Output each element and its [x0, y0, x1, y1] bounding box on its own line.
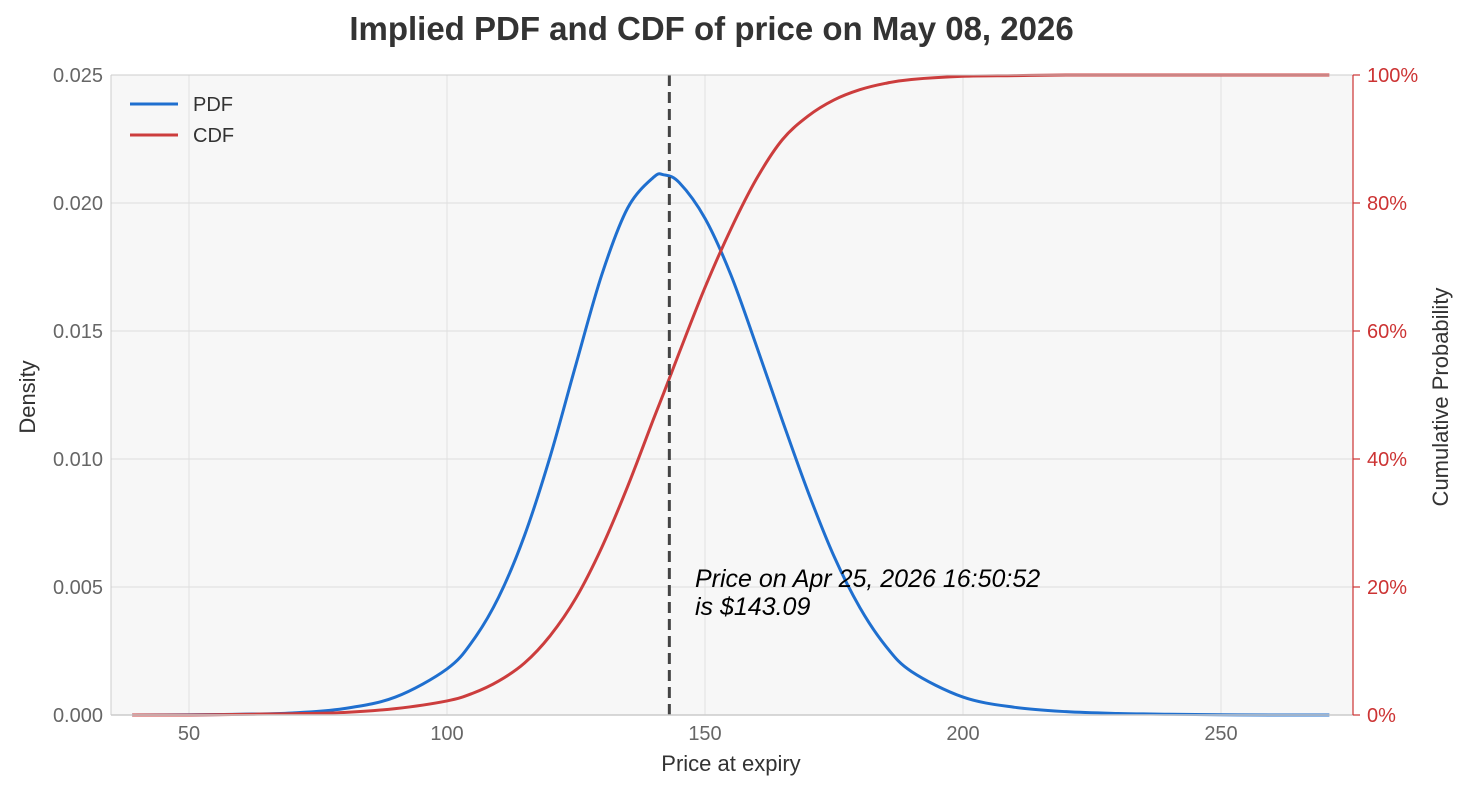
x-axis-ticks: 50 100 150 200 250: [178, 723, 1238, 745]
plot-area: [111, 75, 1353, 715]
annotation-line-1: Price on Apr 25, 2026 16:50:52: [695, 565, 1040, 593]
y-right-tick-label: 40%: [1367, 449, 1407, 471]
y-right-tick-label: 60%: [1367, 321, 1407, 343]
y-right-tick-label: 100%: [1367, 65, 1418, 87]
chart-title: Implied PDF and CDF of price on May 08, …: [349, 10, 1074, 47]
x-tick-label: 100: [430, 723, 463, 745]
y-axis-label-left: Density: [15, 360, 40, 433]
y-right-tick-label: 20%: [1367, 577, 1407, 599]
y-axis-ticks-right: 0% 20% 40% 60% 80% 100%: [1353, 65, 1418, 727]
y-tick-label: 0.005: [53, 577, 103, 599]
y-tick-label: 0.010: [53, 449, 103, 471]
y-axis-label-right: Cumulative Probability: [1428, 288, 1453, 507]
y-right-tick-label: 0%: [1367, 705, 1396, 727]
x-tick-label: 50: [178, 723, 200, 745]
y-right-tick-label: 80%: [1367, 193, 1407, 215]
y-tick-label: 0.020: [53, 193, 103, 215]
legend: PDF CDF: [130, 94, 234, 147]
x-tick-label: 200: [946, 723, 979, 745]
x-tick-label: 150: [688, 723, 721, 745]
x-axis-label: Price at expiry: [661, 751, 800, 776]
pdf-curve: [132, 172, 1330, 717]
y-tick-label: 0.000: [53, 705, 103, 727]
x-tick-label: 250: [1204, 723, 1237, 745]
annotation-line-2: is $143.09: [695, 593, 810, 621]
price-annotation: Price on Apr 25, 2026 16:50:52 is $143.0…: [695, 565, 1040, 621]
y-axis-ticks-left: 0.000 0.005 0.010 0.015 0.020 0.025: [53, 65, 103, 727]
y-tick-label: 0.015: [53, 321, 103, 343]
legend-pdf-label: PDF: [193, 94, 233, 116]
axes-frame: [110, 74, 1354, 716]
y-tick-label: 0.025: [53, 65, 103, 87]
legend-cdf-label: CDF: [193, 125, 234, 147]
